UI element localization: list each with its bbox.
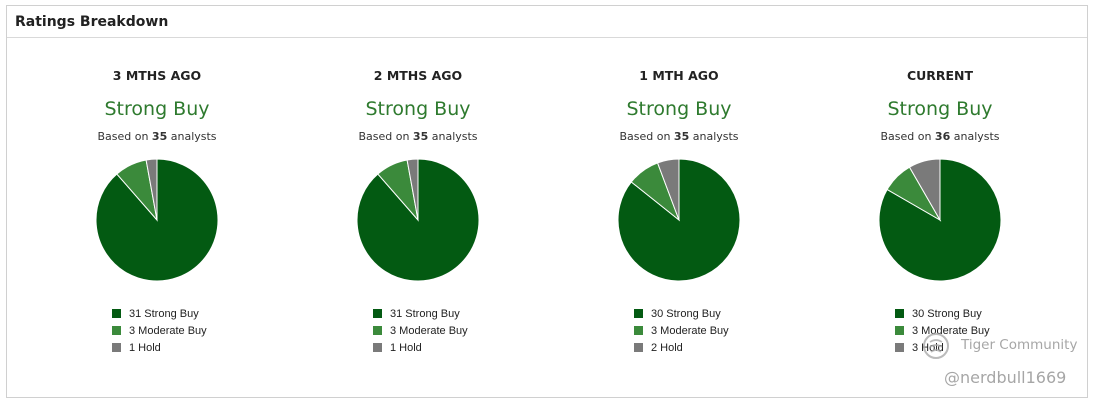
swatch-hold bbox=[373, 343, 382, 352]
basis-prefix: Based on bbox=[358, 130, 410, 143]
basis-prefix: Based on bbox=[97, 130, 149, 143]
swatch-hold bbox=[634, 343, 643, 352]
analyst-basis: Based on 35 analysts bbox=[37, 130, 277, 143]
column-2-mths-ago: 2 MTHS AGO Strong Buy Based on 35 analys… bbox=[298, 38, 538, 398]
legend-item-moderate-buy: 3 Moderate Buy bbox=[373, 322, 468, 339]
pie-chart-3-mths-ago bbox=[95, 158, 219, 282]
swatch-hold bbox=[895, 343, 904, 352]
legend-item-strong-buy: 31 Strong Buy bbox=[112, 305, 207, 322]
legend: 31 Strong Buy 3 Moderate Buy 1 Hold bbox=[373, 305, 468, 356]
swatch-strong-buy bbox=[112, 309, 121, 318]
analyst-count: 35 bbox=[673, 130, 690, 143]
basis-prefix: Based on bbox=[619, 130, 671, 143]
legend-item-hold: 1 Hold bbox=[373, 339, 468, 356]
legend: 30 Strong Buy 3 Moderate Buy 2 Hold bbox=[634, 305, 729, 356]
swatch-hold bbox=[112, 343, 121, 352]
swatch-strong-buy bbox=[373, 309, 382, 318]
analyst-basis: Based on 36 analysts bbox=[820, 130, 1060, 143]
legend-item-moderate-buy: 3 Moderate Buy bbox=[895, 322, 990, 339]
panel-header: Ratings Breakdown bbox=[7, 6, 1087, 38]
swatch-strong-buy bbox=[895, 309, 904, 318]
column-title: 2 MTHS AGO bbox=[373, 68, 463, 83]
swatch-moderate-buy bbox=[112, 326, 121, 335]
legend-item-moderate-buy: 3 Moderate Buy bbox=[112, 322, 207, 339]
analyst-basis: Based on 35 analysts bbox=[298, 130, 538, 143]
legend-item-strong-buy: 30 Strong Buy bbox=[895, 305, 990, 322]
legend-item-hold: 1 Hold bbox=[112, 339, 207, 356]
consensus-rating: Strong Buy bbox=[887, 98, 993, 120]
basis-suffix: analysts bbox=[953, 130, 1000, 143]
swatch-moderate-buy bbox=[373, 326, 382, 335]
analyst-count: 35 bbox=[151, 130, 168, 143]
ratings-breakdown-panel: Ratings Breakdown 3 MTHS AGO Strong Buy … bbox=[6, 5, 1088, 398]
analyst-basis: Based on 35 analysts bbox=[559, 130, 799, 143]
column-3-mths-ago: 3 MTHS AGO Strong Buy Based on 35 analys… bbox=[37, 38, 277, 398]
column-title: CURRENT bbox=[906, 68, 974, 83]
legend-label: 3 Moderate Buy bbox=[912, 324, 990, 337]
basis-suffix: analysts bbox=[431, 130, 478, 143]
column-title: 3 MTHS AGO bbox=[112, 68, 202, 83]
legend-label: 1 Hold bbox=[129, 341, 161, 354]
legend-label: 2 Hold bbox=[651, 341, 683, 354]
legend-label: 3 Moderate Buy bbox=[129, 324, 207, 337]
analyst-count: 36 bbox=[934, 130, 951, 143]
pie-chart-current bbox=[878, 158, 1002, 282]
column-title: 1 MTH AGO bbox=[639, 68, 719, 83]
tiger-community-logo-icon bbox=[923, 333, 949, 359]
consensus-rating: Strong Buy bbox=[626, 98, 732, 120]
legend-label: 31 Strong Buy bbox=[129, 307, 199, 320]
watermark-brand: Tiger Community bbox=[961, 337, 1078, 353]
panel-title: Ratings Breakdown bbox=[15, 13, 169, 30]
pie-slice-hold bbox=[908, 158, 941, 222]
column-current: CURRENT Strong Buy Based on 36 analysts … bbox=[820, 38, 1060, 398]
pie-slice-hold bbox=[145, 158, 158, 221]
pie-slice-hold bbox=[406, 158, 419, 221]
column-1-mth-ago: 1 MTH AGO Strong Buy Based on 35 analyst… bbox=[559, 38, 799, 398]
pie-chart-2-mths-ago bbox=[356, 158, 480, 282]
legend-item-moderate-buy: 3 Moderate Buy bbox=[634, 322, 729, 339]
swatch-moderate-buy bbox=[634, 326, 643, 335]
basis-suffix: analysts bbox=[170, 130, 217, 143]
watermark-handle: @nerdbull1669 bbox=[944, 368, 1067, 387]
basis-suffix: analysts bbox=[692, 130, 739, 143]
legend-label: 3 Moderate Buy bbox=[651, 324, 729, 337]
basis-prefix: Based on bbox=[880, 130, 932, 143]
legend-item-strong-buy: 30 Strong Buy bbox=[634, 305, 729, 322]
consensus-rating: Strong Buy bbox=[365, 98, 471, 120]
legend-label: 31 Strong Buy bbox=[390, 307, 460, 320]
ratings-columns: 3 MTHS AGO Strong Buy Based on 35 analys… bbox=[7, 38, 1087, 398]
analyst-count: 35 bbox=[412, 130, 429, 143]
legend-label: 3 Moderate Buy bbox=[390, 324, 468, 337]
legend-label: 1 Hold bbox=[390, 341, 422, 354]
legend: 31 Strong Buy 3 Moderate Buy 1 Hold bbox=[112, 305, 207, 356]
legend-item-strong-buy: 31 Strong Buy bbox=[373, 305, 468, 322]
legend-label: 30 Strong Buy bbox=[912, 307, 982, 320]
pie-chart-1-mth-ago bbox=[617, 158, 741, 282]
pie-slice-hold bbox=[656, 158, 680, 221]
swatch-moderate-buy bbox=[895, 326, 904, 335]
swatch-strong-buy bbox=[634, 309, 643, 318]
legend-item-hold: 2 Hold bbox=[634, 339, 729, 356]
legend-label: 30 Strong Buy bbox=[651, 307, 721, 320]
watermark: Tiger Community @nerdbull1669 bbox=[912, 330, 1092, 395]
consensus-rating: Strong Buy bbox=[104, 98, 210, 120]
